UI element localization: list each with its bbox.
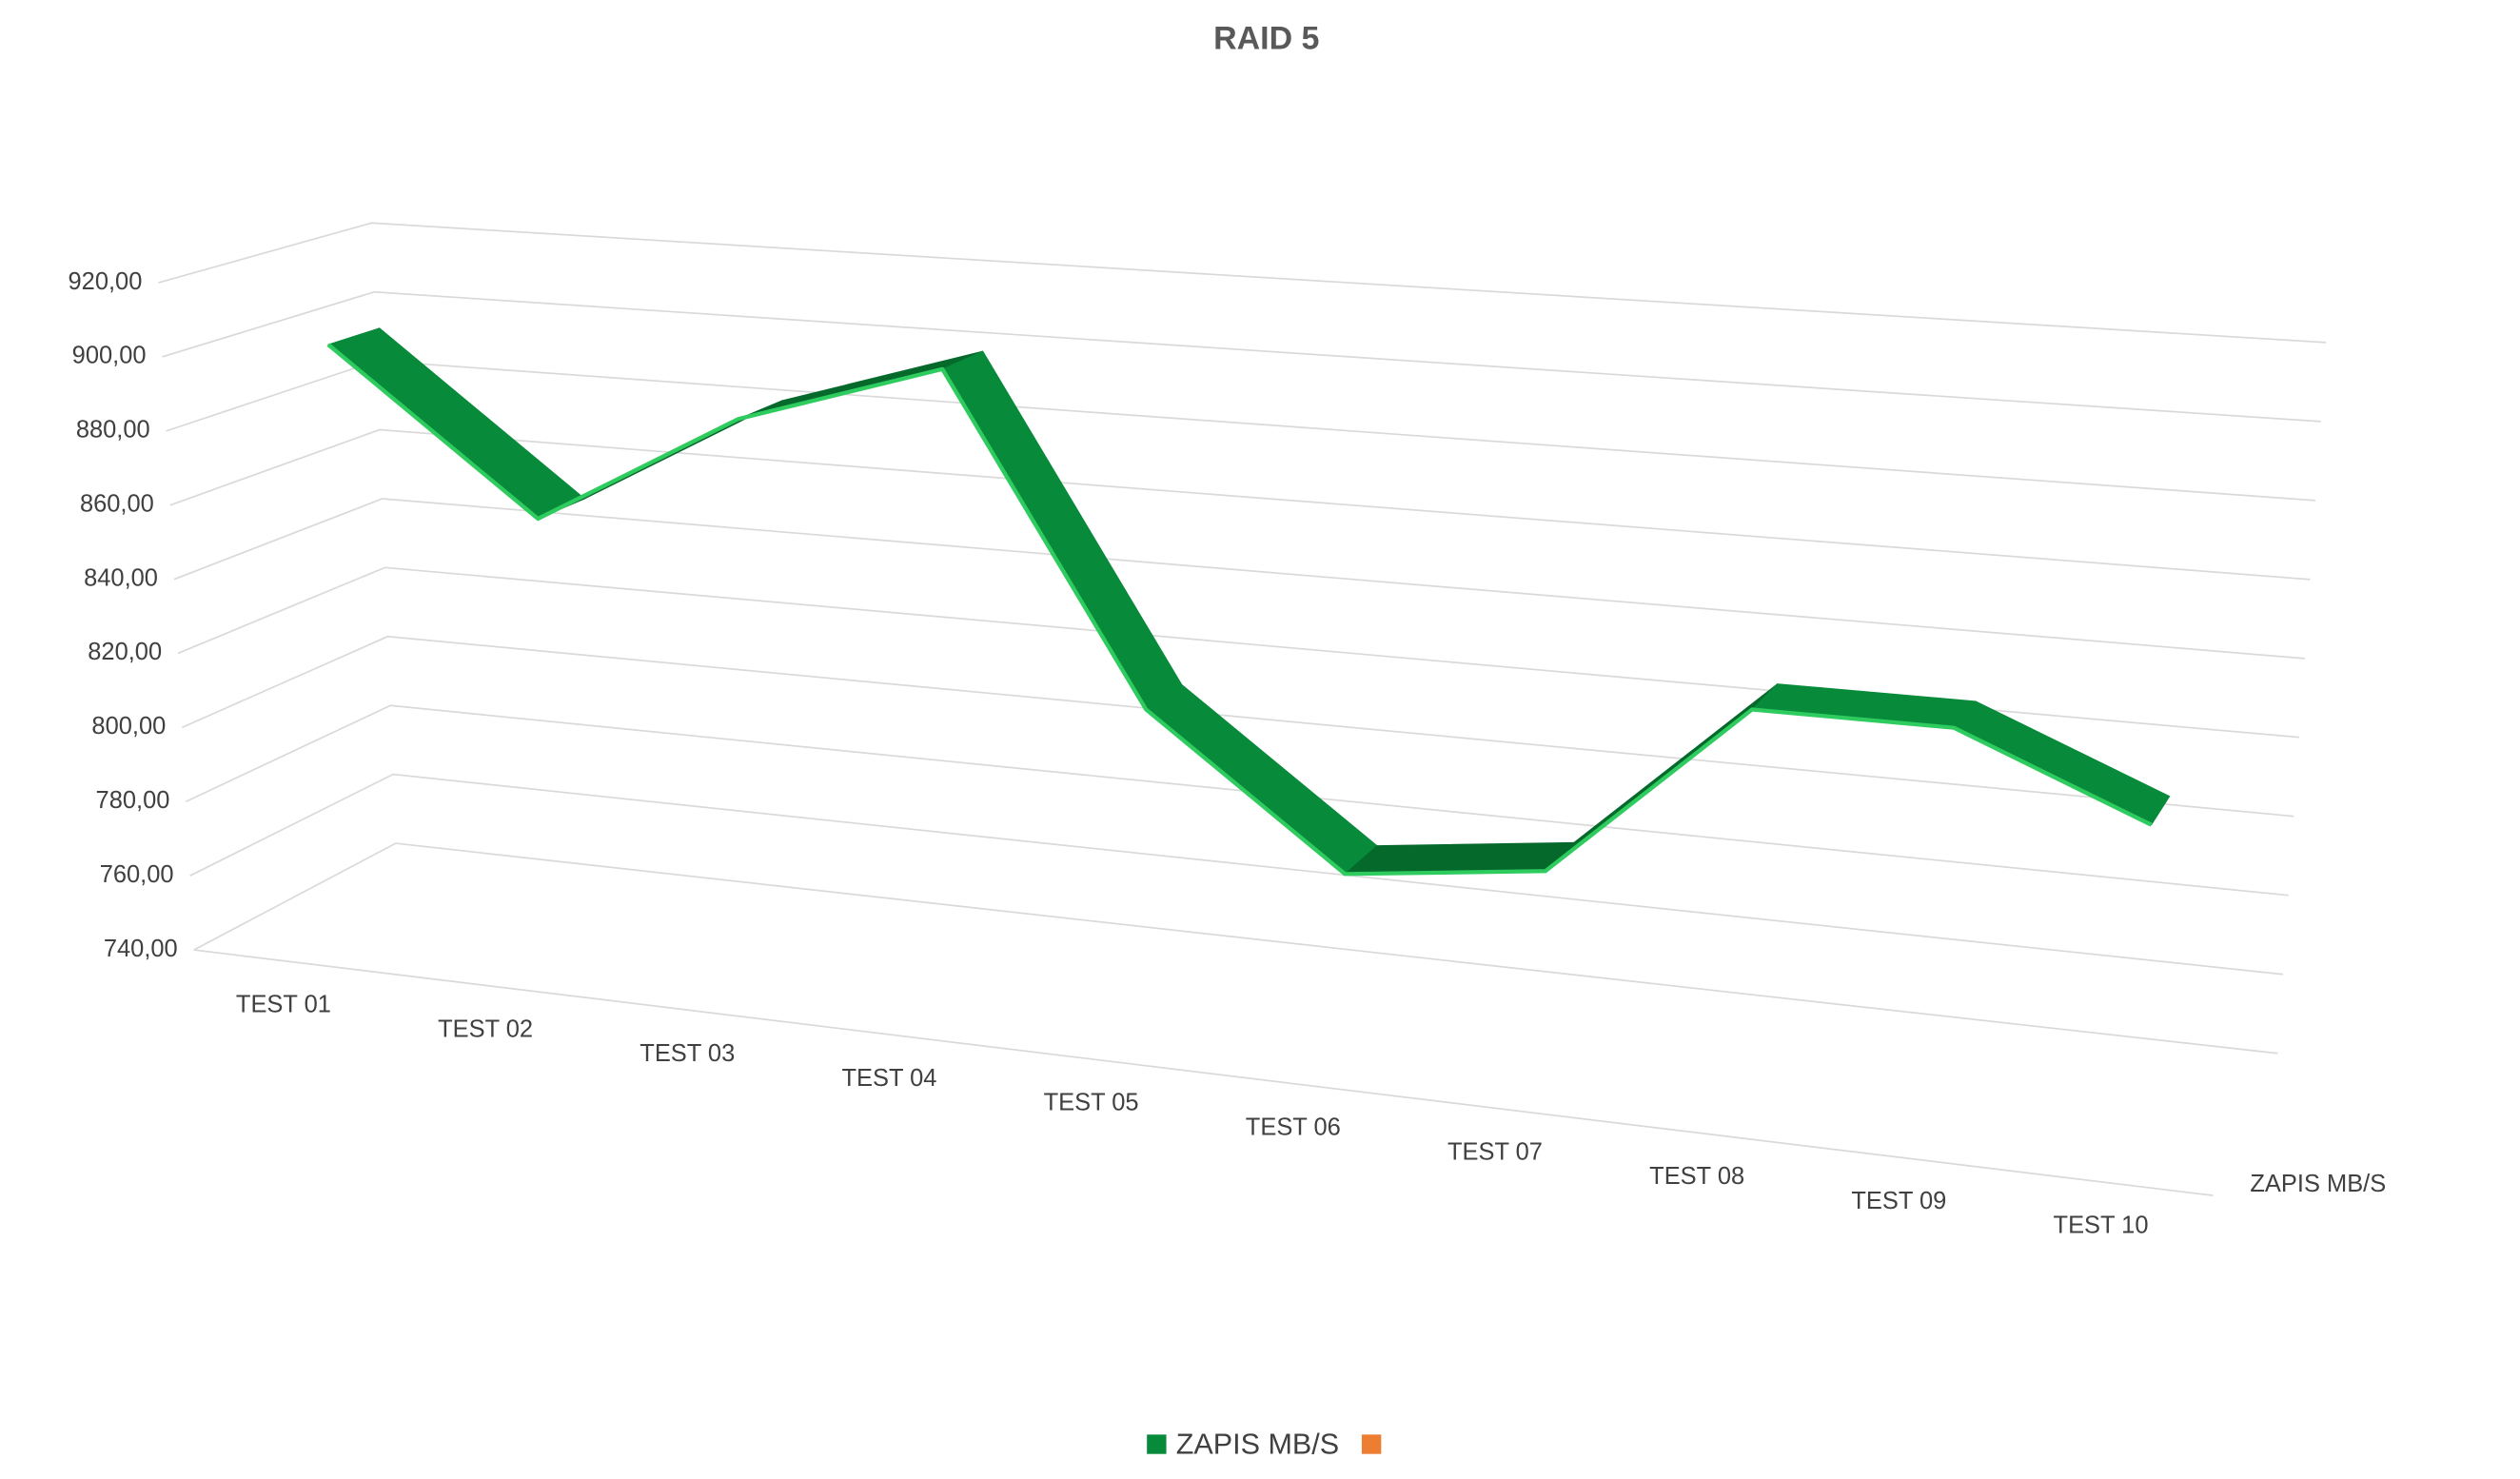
x-tick-label: TEST 09: [1851, 1188, 1946, 1214]
y-tick-label: 920,00: [69, 268, 143, 295]
grid-line: [158, 222, 2327, 344]
x-tick-label: TEST 01: [236, 992, 331, 1018]
y-tick-label: 740,00: [104, 936, 178, 962]
legend-swatch: [1147, 1434, 1167, 1454]
y-tick-label: 780,00: [96, 787, 170, 814]
x-tick-label: TEST 03: [640, 1040, 735, 1067]
ribbon-front-edge: [326, 343, 2153, 877]
y-tick-label: 880,00: [76, 417, 150, 444]
grid-line: [186, 704, 2289, 897]
grid-line: [181, 635, 2294, 818]
x-tick-label: TEST 06: [1246, 1114, 1341, 1141]
y-tick-label: 760,00: [100, 861, 174, 888]
x-tick-label: TEST 10: [2054, 1213, 2149, 1239]
grid-line: [189, 773, 2284, 976]
legend-swatch: [1361, 1434, 1382, 1454]
x-tick-label: TEST 07: [1447, 1138, 1543, 1165]
y-tick-label: 800,00: [91, 713, 166, 740]
x-tick-label: TEST 05: [1044, 1090, 1139, 1116]
x-tick-label: TEST 08: [1649, 1163, 1744, 1190]
y-tick-label: 820,00: [88, 639, 162, 665]
grid-line: [162, 290, 2321, 423]
legend-label: ZAPIS MB/S: [1176, 1428, 1339, 1460]
y-tick-label: 860,00: [80, 490, 154, 517]
x-tick-label: TEST 02: [438, 1016, 533, 1042]
floor-edge: [193, 949, 2214, 1196]
grid-line: [169, 428, 2311, 581]
grid-line: [177, 566, 2300, 739]
y-tick-label: 840,00: [84, 564, 158, 591]
depth-axis-label: ZAPIS MB/S: [2250, 1171, 2386, 1197]
grid-line: [193, 842, 2278, 1055]
chart-title: RAID 5: [1213, 20, 1319, 56]
y-tick-label: 900,00: [72, 343, 147, 369]
grid-line: [173, 498, 2305, 660]
x-tick-label: TEST 04: [841, 1065, 936, 1092]
